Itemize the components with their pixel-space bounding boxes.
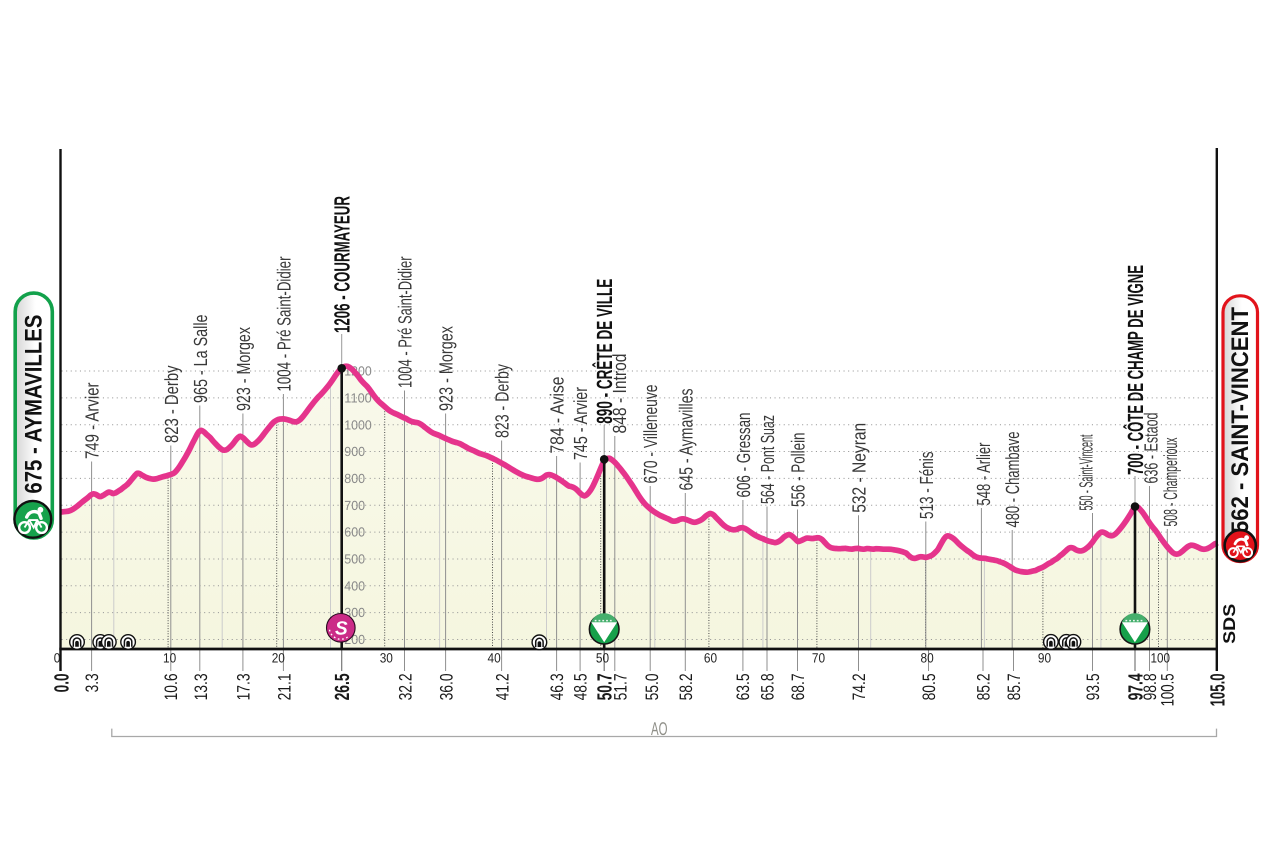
svg-text:606 - Gressan: 606 - Gressan <box>734 413 755 498</box>
svg-text:S: S <box>335 619 348 640</box>
svg-text:675 - AYMAVILLES: 675 - AYMAVILLES <box>21 315 48 494</box>
svg-text:26.5: 26.5 <box>331 673 354 700</box>
svg-text:823 - Derby: 823 - Derby <box>162 365 183 443</box>
svg-text:550 - Saint-Vincent: 550 - Saint-Vincent <box>1077 434 1098 510</box>
svg-text:890 - CRÊTE DE VILLE: 890 - CRÊTE DE VILLE <box>592 279 617 424</box>
svg-text:30: 30 <box>380 651 393 666</box>
svg-text:645 - Aymavilles: 645 - Aymavilles <box>676 389 697 491</box>
svg-text:749 - Arvier: 749 - Arvier <box>83 382 104 459</box>
svg-text:508 - Champerioux: 508 - Champerioux <box>1161 437 1182 526</box>
svg-text:923 - Morgex: 923 - Morgex <box>234 327 255 411</box>
svg-text:848 - Introd: 848 - Introd <box>610 354 631 434</box>
svg-text:1100: 1100 <box>344 391 372 406</box>
svg-text:556 - Pollein: 556 - Pollein <box>789 433 810 508</box>
svg-text:513 - Fénis: 513 - Fénis <box>917 452 938 520</box>
svg-text:3.3: 3.3 <box>82 673 102 692</box>
svg-text:AO: AO <box>651 718 668 739</box>
svg-text:21.1: 21.1 <box>274 673 294 700</box>
svg-text:13.3: 13.3 <box>191 673 211 700</box>
svg-text:1004 - Pré Saint-Didier: 1004 - Pré Saint-Didier <box>396 256 417 388</box>
svg-text:636 - Estaod: 636 - Estaod <box>1142 413 1163 484</box>
svg-text:500: 500 <box>344 552 365 567</box>
svg-text:51.7: 51.7 <box>610 673 630 700</box>
svg-text:784 - Avise: 784 - Avise <box>548 377 569 454</box>
svg-text:0.0: 0.0 <box>50 673 73 692</box>
svg-text:63.5: 63.5 <box>733 673 753 700</box>
svg-text:670 - Villeneuve: 670 - Villeneuve <box>641 385 662 484</box>
svg-text:58.2: 58.2 <box>676 673 696 700</box>
svg-text:65.8: 65.8 <box>758 673 778 700</box>
svg-text:532 - Neyran: 532 - Neyran <box>850 423 871 513</box>
svg-text:32.2: 32.2 <box>396 673 416 700</box>
svg-text:900: 900 <box>344 444 365 459</box>
svg-text:48.5: 48.5 <box>571 673 591 700</box>
svg-text:17.3: 17.3 <box>234 673 254 700</box>
svg-text:98.8: 98.8 <box>1140 673 1160 700</box>
svg-text:68.7: 68.7 <box>788 673 808 700</box>
svg-text:20: 20 <box>272 651 285 666</box>
svg-text:800: 800 <box>344 471 365 486</box>
svg-text:745 - Arvier: 745 - Arvier <box>571 386 592 460</box>
svg-text:100: 100 <box>1151 651 1171 666</box>
svg-text:823 - Derby: 823 - Derby <box>493 364 514 438</box>
svg-text:46.3: 46.3 <box>547 673 567 700</box>
svg-text:74.2: 74.2 <box>849 673 869 700</box>
svg-text:90: 90 <box>1038 651 1051 666</box>
svg-text:50.7: 50.7 <box>594 673 617 700</box>
svg-text:700: 700 <box>344 498 365 513</box>
svg-text:50: 50 <box>596 651 609 666</box>
svg-text:700 - CÔTE DE CHAMP DE VIGNE: 700 - CÔTE DE CHAMP DE VIGNE <box>1123 265 1148 475</box>
svg-text:548 - Arlier: 548 - Arlier <box>974 442 995 505</box>
svg-text:965 - La Salle: 965 - La Salle <box>191 315 212 404</box>
svg-text:SDS: SDS <box>1220 604 1239 644</box>
svg-text:0: 0 <box>54 651 61 666</box>
svg-text:1000: 1000 <box>344 417 372 432</box>
svg-text:36.0: 36.0 <box>437 673 457 700</box>
svg-text:10.6: 10.6 <box>161 673 181 700</box>
svg-text:105.0: 105.0 <box>1206 673 1229 706</box>
svg-text:55.0: 55.0 <box>642 673 662 700</box>
svg-text:564 - Pont Suaz: 564 - Pont Suaz <box>758 415 779 504</box>
svg-text:80: 80 <box>921 651 934 666</box>
svg-text:85.2: 85.2 <box>974 673 994 700</box>
svg-text:1004 - Pré Saint-Didier: 1004 - Pré Saint-Didier <box>274 256 295 391</box>
svg-text:600: 600 <box>344 525 365 540</box>
svg-text:923 - Morgex: 923 - Morgex <box>437 326 458 411</box>
svg-text:40: 40 <box>488 651 501 666</box>
svg-text:80.5: 80.5 <box>919 673 939 700</box>
svg-text:562 - SAINT-VINCENT: 562 - SAINT-VINCENT <box>1227 307 1254 533</box>
svg-text:85.7: 85.7 <box>1004 673 1024 700</box>
svg-text:41.2: 41.2 <box>492 673 512 700</box>
svg-text:70: 70 <box>812 651 825 666</box>
svg-text:1206 - COURMAYEUR: 1206 - COURMAYEUR <box>330 196 355 333</box>
svg-text:60: 60 <box>704 651 717 666</box>
svg-text:480 - Chambave: 480 - Chambave <box>1003 432 1024 528</box>
svg-text:10: 10 <box>163 651 176 666</box>
svg-text:400: 400 <box>344 578 365 593</box>
svg-text:100.5: 100.5 <box>1158 673 1178 706</box>
svg-text:93.5: 93.5 <box>1083 673 1103 700</box>
svg-text:97.4: 97.4 <box>1124 673 1147 700</box>
